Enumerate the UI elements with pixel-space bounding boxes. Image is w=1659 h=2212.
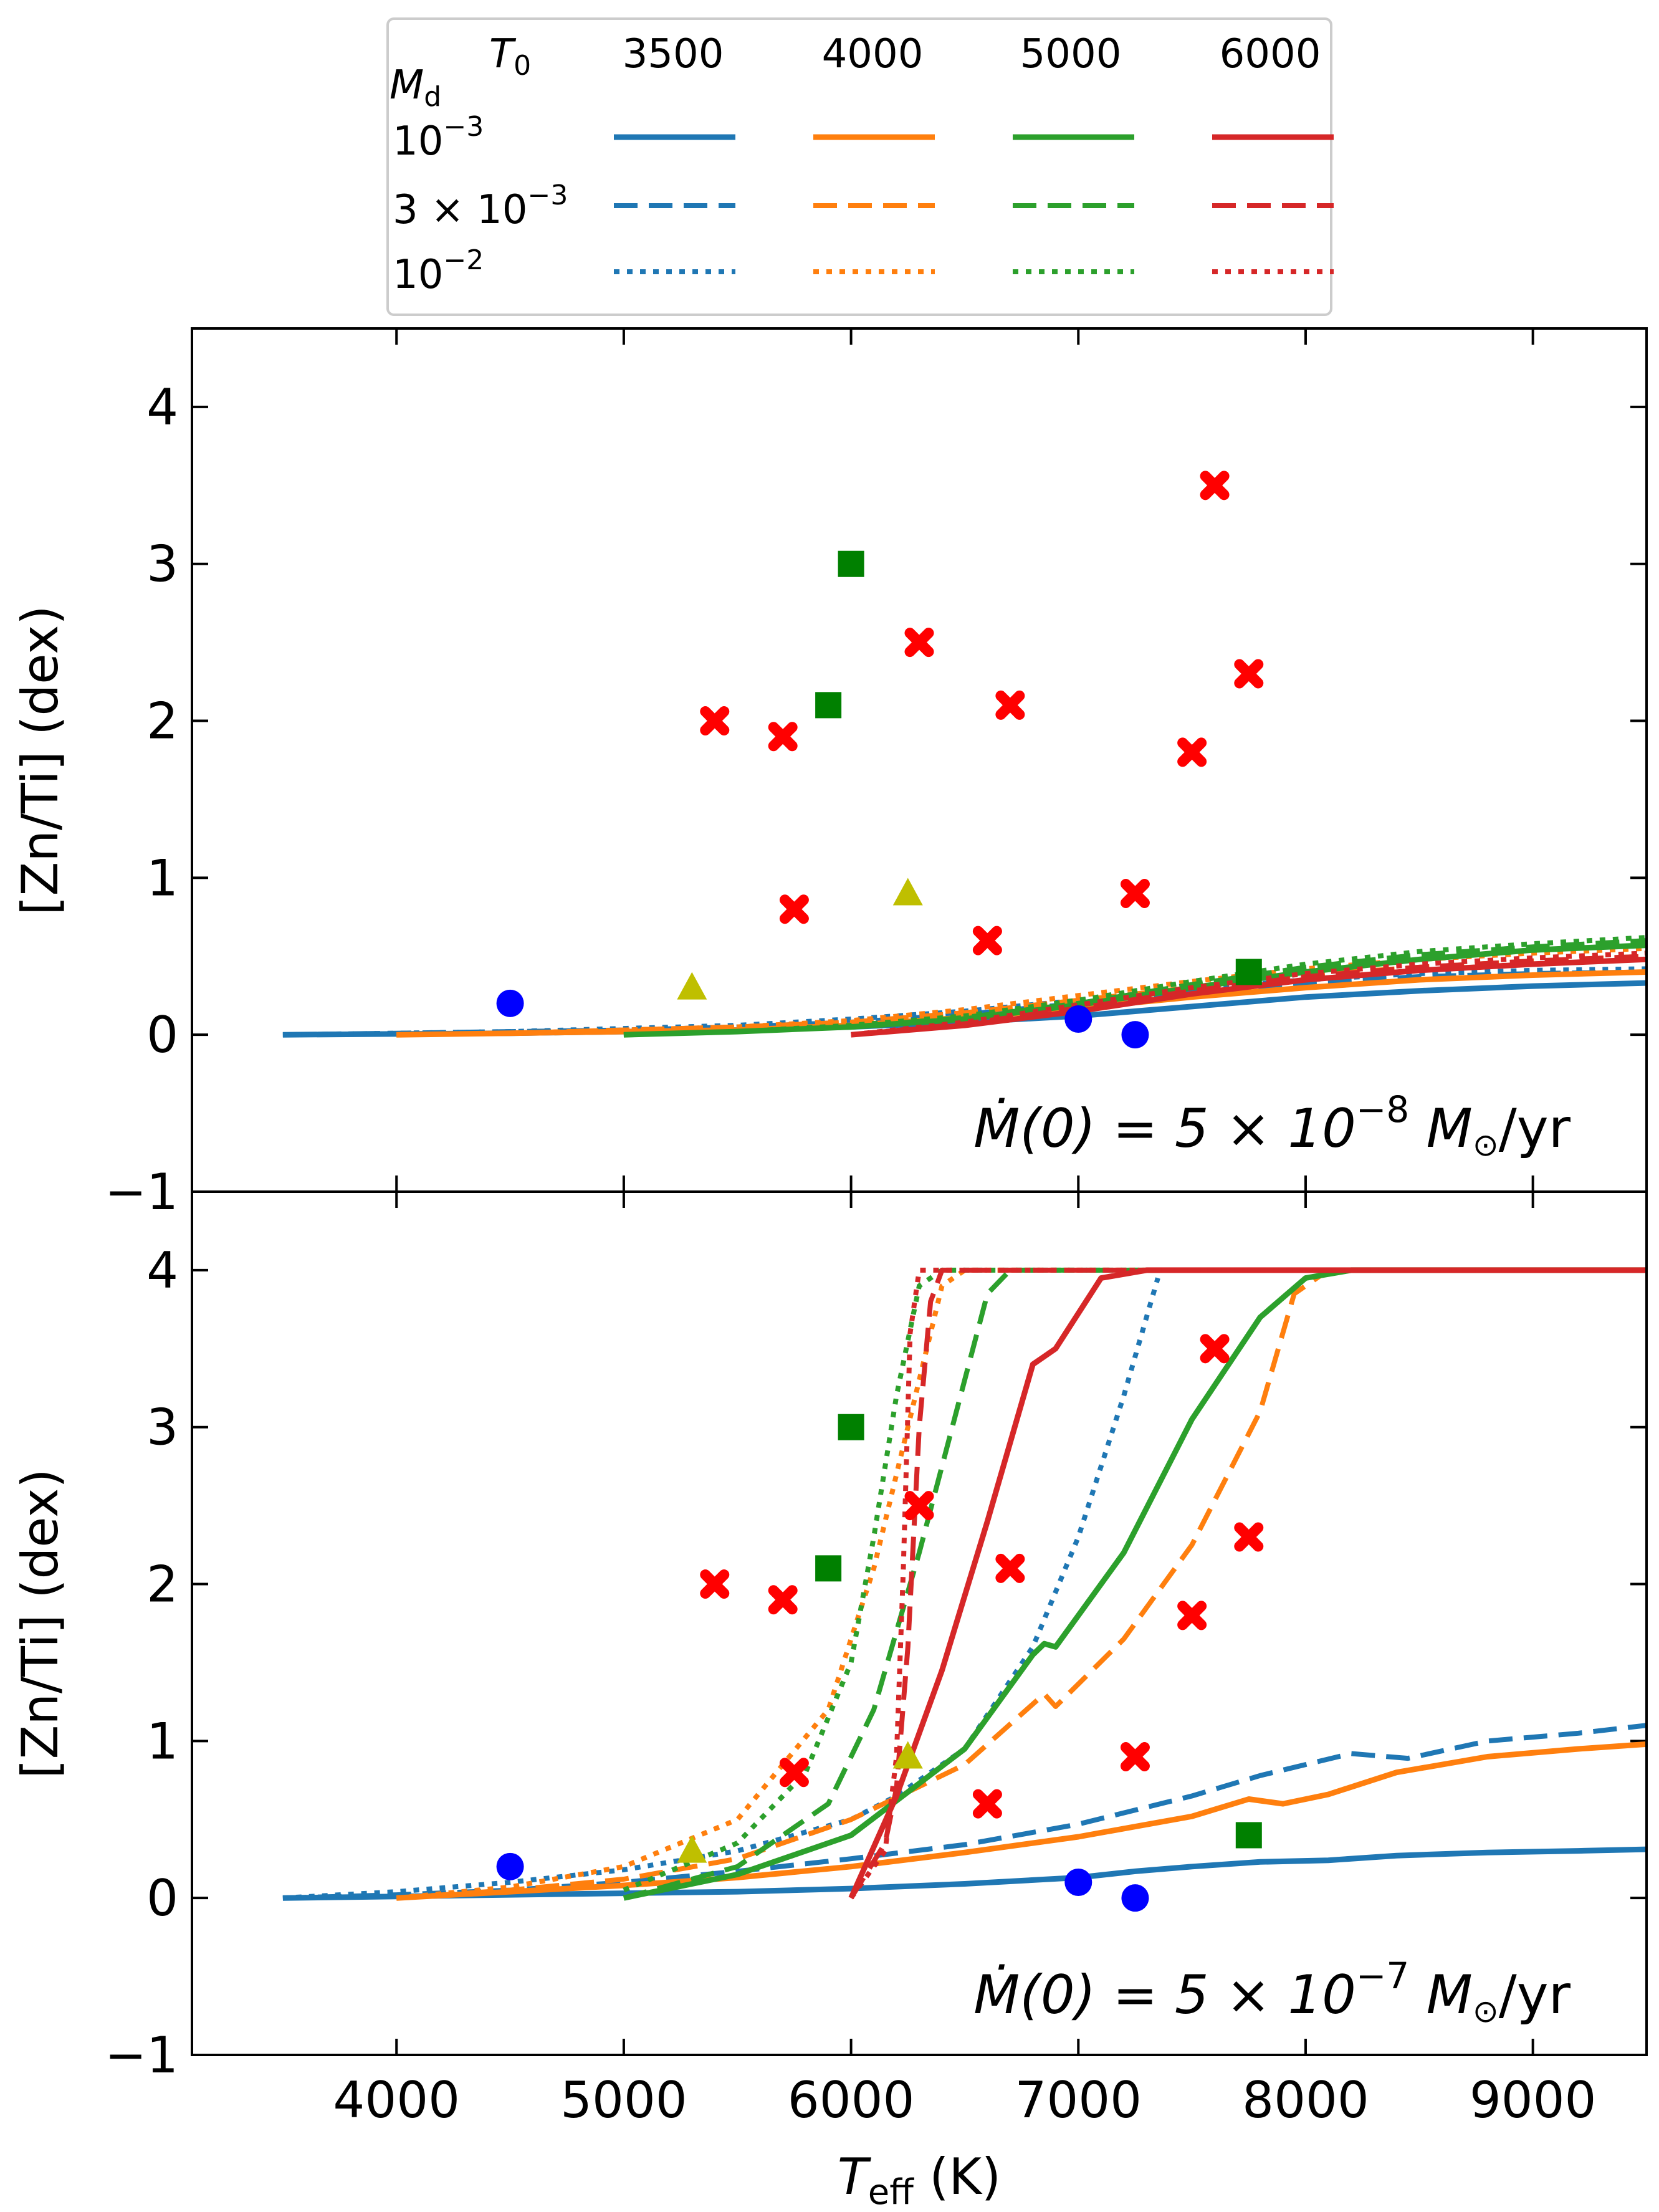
marker-circle (1064, 1869, 1092, 1896)
legend-box (386, 17, 1332, 316)
marker-square (1235, 959, 1262, 985)
marker-cross (1177, 1601, 1207, 1630)
series-line (396, 1267, 1647, 1901)
bottom-annotation: Ṁ(0) = 5 × 10−7 M⊙/yr (973, 1955, 1571, 2029)
legend-temp-5000: 5000 (1020, 31, 1122, 77)
x-tick-label: 4000 (333, 2071, 460, 2129)
legend-swatches (614, 134, 1334, 274)
series-line (396, 1267, 1647, 1901)
marker-cross (995, 1553, 1025, 1583)
marker-triangle (677, 972, 707, 1000)
marker-square (815, 1555, 842, 1582)
top-frame (191, 327, 1648, 1193)
series-line (623, 938, 1647, 1038)
top-ylabel: [Zn/Ti] (dex) (11, 605, 69, 915)
x-tick-label: 6000 (788, 2071, 915, 2129)
y-tick-label: −1 (105, 1163, 178, 1221)
y-tick-label: 2 (146, 1556, 178, 1614)
marker-cross (1120, 1742, 1150, 1772)
legend-row-1e-2: 10−2 (393, 244, 484, 298)
series-line (396, 969, 1647, 1038)
y-tick-label: 0 (146, 1869, 178, 1927)
marker-cross (768, 722, 798, 752)
y-tick-label: 0 (146, 1006, 178, 1064)
marker-triangle (677, 1835, 707, 1863)
series-line (623, 1267, 1647, 1901)
marker-cross (700, 1569, 730, 1599)
y-tick-label: 3 (146, 1399, 178, 1457)
marker-square (815, 692, 842, 719)
series-line (849, 1267, 1647, 1900)
top-markers (496, 471, 1264, 1049)
marker-cross (700, 706, 730, 736)
bottom-ticks: −1 0 1 2 3 4 4000 5000 6000 7000 8000 9000 (105, 1192, 1647, 2129)
marker-cross (1200, 1334, 1230, 1364)
legend-row-1e-3: 10−3 (393, 111, 484, 165)
y-tick-label: 2 (146, 692, 178, 750)
x-tick-label: 7000 (1015, 2071, 1142, 2129)
bottom-frame (191, 1190, 1648, 2056)
marker-cross (1177, 737, 1207, 767)
series-line (849, 1267, 1647, 1900)
marker-square (838, 550, 864, 577)
panel-bottom: −1 0 1 2 3 4 4000 5000 6000 7000 8000 9000 [Zn/Ti] … (11, 1190, 1648, 2212)
legend-temp-4000: 4000 (822, 31, 924, 77)
marker-circle (496, 989, 524, 1017)
series-line (851, 956, 1647, 1038)
marker-circle (496, 1852, 524, 1880)
marker-circle (1121, 1021, 1149, 1049)
marker-cross (768, 1585, 798, 1615)
marker-cross (779, 1758, 809, 1788)
marker-triangle (892, 1741, 923, 1769)
top-ticks: −1 0 1 2 3 4 (105, 328, 1647, 1221)
series-line (623, 1267, 1647, 1901)
legend-row-3e-3: 3 × 10−3 (393, 180, 568, 233)
series-line (848, 1267, 1647, 1900)
panel-top: −1 0 1 2 3 4 [Zn/Ti] (dex) Ṁ(0) = 5 × 10−8 M⊙… (11, 327, 1648, 1221)
y-tick-label: 1 (146, 849, 178, 907)
marker-cross (904, 628, 934, 658)
x-tick-label: 5000 (560, 2071, 687, 2129)
series-line (282, 1846, 1647, 1901)
y-tick-label: 3 (146, 535, 178, 593)
y-tick-label: 1 (146, 1712, 178, 1770)
bottom-ylabel: [Zn/Ti] (dex) (11, 1468, 69, 1778)
y-tick-label: 4 (146, 378, 178, 436)
marker-cross (1120, 879, 1150, 909)
marker-circle (1121, 1884, 1149, 1912)
marker-cross (1234, 1522, 1264, 1552)
series-line (623, 1267, 1647, 1893)
series-line (623, 935, 1647, 1038)
bottom-markers (496, 1334, 1264, 1912)
series-line (851, 950, 1647, 1038)
top-annotation: Ṁ(0) = 5 × 10−8 M⊙/yr (973, 1088, 1571, 1163)
marker-cross (972, 926, 1002, 955)
legend: Md T0 3500 4000 5000 6000 10−3 3 × 10−3 … (386, 17, 1334, 316)
marker-cross (904, 1491, 934, 1521)
legend-md-label: Md (390, 62, 441, 113)
bottom-series (282, 1267, 1647, 1901)
legend-temp-3500: 3500 (623, 31, 724, 77)
marker-cross (995, 690, 1025, 720)
series-line (396, 1741, 1647, 1901)
x-tick-label: 9000 (1470, 2071, 1597, 2129)
legend-temp-6000: 6000 (1220, 31, 1321, 77)
y-tick-label: 4 (146, 1242, 178, 1300)
bottom-xlabel: Teff (K) (838, 2148, 1001, 2212)
marker-cross (1200, 471, 1230, 500)
marker-cross (972, 1789, 1002, 1819)
x-tick-label: 8000 (1242, 2071, 1369, 2129)
marker-square (838, 1414, 864, 1440)
marker-cross (1234, 659, 1264, 689)
top-series (282, 935, 1647, 1038)
marker-square (1235, 1822, 1262, 1849)
y-tick-label: −1 (105, 2026, 178, 2084)
legend-t0-label: T0 (489, 31, 531, 82)
marker-triangle (892, 878, 923, 906)
marker-circle (1064, 1005, 1092, 1033)
marker-cross (779, 894, 809, 924)
